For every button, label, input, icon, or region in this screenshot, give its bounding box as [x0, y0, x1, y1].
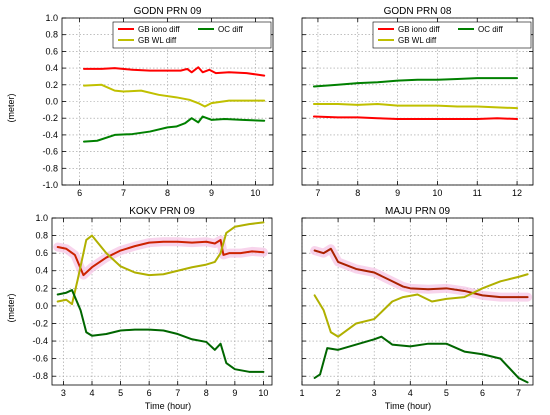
y-tick-label: 1.0: [35, 213, 48, 223]
x-tick-label: 3: [61, 388, 66, 398]
series-line-2: [82, 115, 266, 143]
y-tick-label: 0.2: [35, 283, 48, 293]
x-tick-label: 7: [175, 388, 180, 398]
x-tick-label: 7: [121, 188, 126, 198]
x-tick-label: 10: [250, 188, 260, 198]
plot-frame: [51, 217, 273, 386]
x-tick-label: 6: [147, 388, 152, 398]
plot-area: [53, 221, 268, 373]
x-tick-label: 9: [232, 388, 237, 398]
x-tick-label: 12: [512, 188, 522, 198]
x-tick-label: 10: [258, 388, 268, 398]
chart-title: KOKV PRN 09: [129, 206, 195, 217]
y-tick-label: 0.0: [35, 301, 48, 311]
y-tick-label: -0.6: [32, 354, 48, 364]
series-line-1: [82, 83, 266, 108]
chart-title: GODN PRN 09: [134, 6, 202, 17]
legend-label: GB WL diff: [398, 36, 437, 45]
x-tick-label: 2: [336, 388, 341, 398]
y-tick-label: 0.0: [45, 97, 58, 107]
y-tick-label: 0.6: [35, 248, 48, 258]
series-halo: [310, 244, 533, 302]
series-line-0: [313, 247, 529, 299]
legend-label: GB iono diff: [138, 25, 180, 34]
series-line-2: [313, 335, 529, 384]
y-tick-label: -0.8: [32, 371, 48, 381]
chart-title: MAJU PRN 09: [385, 206, 450, 217]
y-tick-label: -0.4: [32, 336, 48, 346]
series-line-0: [312, 115, 519, 121]
x-tick-label: 5: [444, 388, 449, 398]
plot-area: [310, 244, 533, 384]
y-axis-label-top: (meter): [6, 93, 16, 122]
x-tick-label: 4: [89, 388, 94, 398]
y-tick-label: 0.4: [45, 63, 58, 73]
plot-frame: [61, 17, 274, 186]
y-tick-label: 0.4: [35, 266, 48, 276]
legend-label: GB iono diff: [398, 25, 440, 34]
x-tick-label: 8: [165, 188, 170, 198]
y-axis-label-bottom: (meter): [6, 293, 16, 322]
chart-maju-prn09: MAJU PRN 09 1 2 3 4 5 6 7: [299, 206, 534, 398]
series-line-0: [56, 238, 265, 277]
chart-godn-prn08: GODN PRN 08 7 8 9 10 11 12 GB iono diff GB WL di…: [301, 6, 534, 198]
legend-box: [112, 21, 272, 49]
y-tick-label: -0.6: [42, 147, 58, 157]
legend-label: OC diff: [218, 25, 244, 34]
y-tick-label: -0.8: [42, 163, 58, 173]
y-tick-label: -0.4: [42, 130, 58, 140]
legend-label: OC diff: [478, 25, 504, 34]
y-tick-label: 0.8: [45, 30, 58, 40]
legend-label: GB WL diff: [138, 36, 177, 45]
x-tick-label: 6: [480, 388, 485, 398]
series-line-2: [56, 289, 265, 373]
x-tick-label: 11: [473, 188, 482, 198]
x-tick-label: 4: [408, 388, 413, 398]
chart-kokv-prn09: KOKV PRN 09 3 4 5 6 7 8 9 10 -0.8 -0.6 -0.4 -0.2 0.0 0…: [32, 206, 273, 398]
series-line-1: [56, 221, 265, 306]
y-tick-label: 0.2: [45, 80, 58, 90]
x-tick-label: 8: [355, 188, 360, 198]
chart-godn-prn09: GODN PRN 09 6 7 8 9 10 -1.0 -0.8 -0.6 -0.4 -0.2 0.0…: [42, 6, 274, 198]
x-tick-label: 8: [204, 388, 209, 398]
series-line-2: [312, 77, 519, 88]
x-tick-label: 10: [432, 188, 442, 198]
x-tick-label: 7: [315, 188, 320, 198]
x-tick-label: 5: [118, 388, 123, 398]
chart-title: GODN PRN 08: [384, 6, 452, 17]
x-axis-label-right: Time (hour): [385, 401, 431, 411]
legend-box: [372, 21, 532, 49]
series-line-1: [312, 103, 519, 110]
x-tick-label: 7: [516, 388, 521, 398]
y-tick-label: -0.2: [32, 318, 48, 328]
y-tick-label: -0.2: [42, 113, 58, 123]
x-axis-label-left: Time (hour): [145, 401, 191, 411]
x-tick-label: 9: [209, 188, 214, 198]
plot-area: [82, 66, 266, 143]
y-tick-label: 0.8: [35, 231, 48, 241]
y-tick-label: -1.0: [42, 180, 58, 190]
y-tick-label: 0.6: [45, 46, 58, 56]
series-line-0: [82, 66, 266, 77]
x-tick-label: 6: [77, 188, 82, 198]
plot-frame: [301, 17, 534, 186]
series-line-1: [313, 273, 529, 338]
x-tick-label: 3: [372, 388, 377, 398]
plot-frame: [301, 217, 534, 386]
y-tick-label: 1.0: [45, 13, 58, 23]
x-tick-label: 9: [395, 188, 400, 198]
plot-area: [312, 77, 519, 121]
x-tick-label: 1: [299, 388, 304, 398]
